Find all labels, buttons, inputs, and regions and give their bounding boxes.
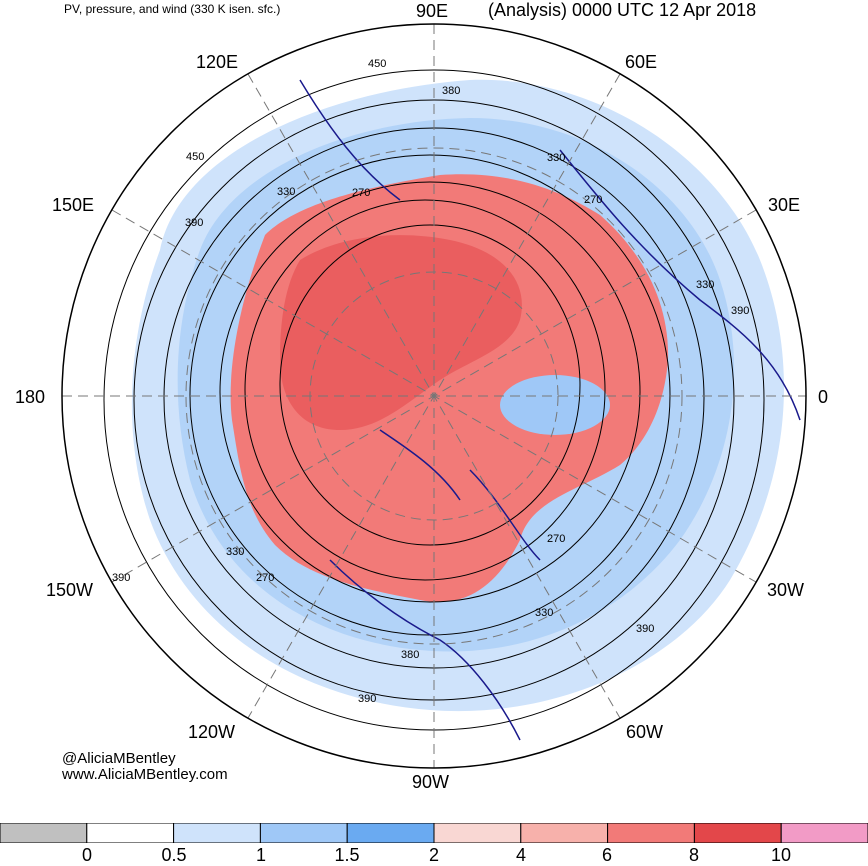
colorbar-swatch: [259, 823, 348, 843]
colorbar-swatch: [346, 823, 435, 843]
contour-label: 380: [401, 649, 419, 661]
colorbar-swatch: [607, 823, 695, 843]
contour-label: 270: [352, 187, 370, 199]
colorbar-swatch: [520, 823, 609, 843]
lon-label-90w: 90W: [412, 772, 450, 792]
lon-label-120w: 120W: [188, 722, 236, 742]
colorbar-swatch: [693, 823, 782, 843]
colorbar-tick: 4: [515, 845, 527, 865]
contour-label-group: 450 380 450 330 270 390 330 270 330 390 …: [112, 58, 749, 705]
contour-label: 330: [277, 186, 295, 198]
colorbar-tick: 6: [601, 845, 613, 865]
contour-label: 390: [731, 305, 749, 317]
contour-label: 330: [696, 279, 714, 291]
lon-label-120e: 120E: [196, 52, 239, 72]
lon-label-30e: 30E: [768, 195, 801, 215]
contour-label: 330: [535, 607, 553, 619]
map-boundary: [61, 23, 807, 769]
contour-label: 270: [256, 572, 274, 584]
colorbar-swatch: [86, 823, 175, 843]
lon-label-150w: 150W: [46, 580, 94, 600]
contour-label: 450: [186, 151, 204, 163]
colorbar-tick: 8: [688, 845, 700, 865]
lon-label-60e: 60E: [625, 52, 658, 72]
credit-website: www.AliciaMBentley.com: [62, 766, 228, 783]
lon-label-0: 0: [818, 387, 829, 407]
credit-twitter: @AliciaMBentley: [62, 750, 176, 767]
contour-label: 390: [358, 693, 376, 705]
colorbar-swatch: [780, 823, 868, 843]
map-title: (Analysis) 0000 UTC 12 Apr 2018: [488, 0, 757, 20]
graticule: [62, 24, 806, 768]
contour-label: 390: [636, 623, 654, 635]
coastlines: [299, 79, 801, 741]
map-subtitle: PV, pressure, and wind (330 K isen. sfc.…: [64, 2, 281, 16]
colorbar-tick: 1.5: [334, 845, 360, 865]
contour-label: 270: [584, 194, 602, 206]
contour-label: 390: [112, 572, 130, 584]
colorbar-tick: 0.5: [161, 845, 187, 865]
contour-label: 450: [368, 58, 386, 70]
lon-label-180: 180: [15, 387, 46, 407]
lon-label-90e: 90E: [416, 1, 449, 21]
polar-map: 450 380 450 330 270 390 330 270 330 390 …: [61, 23, 807, 769]
lon-label-60w: 60W: [626, 722, 664, 742]
colorbar-tick: 10: [770, 845, 792, 865]
lon-label-30w: 30W: [767, 580, 805, 600]
pressure-contours: [103, 69, 765, 731]
colorbar-tick: 1: [255, 845, 267, 865]
contour-label: 270: [547, 533, 565, 545]
colorbar: [0, 823, 868, 843]
colorbar-tick: 0: [81, 845, 93, 865]
contour-label: 380: [442, 85, 460, 97]
lon-label-150e: 150E: [52, 195, 95, 215]
contour-label: 390: [185, 217, 203, 229]
contour-label: 330: [226, 546, 244, 558]
contour-label: 330: [547, 152, 565, 164]
colorbar-tick: 2: [428, 845, 440, 865]
colorbar-swatch: [433, 823, 522, 843]
pv-blue-pocket: [500, 375, 610, 435]
colorbar-swatch: [0, 823, 88, 843]
pv-core-inner: [280, 235, 522, 430]
colorbar-swatch: [173, 823, 261, 843]
